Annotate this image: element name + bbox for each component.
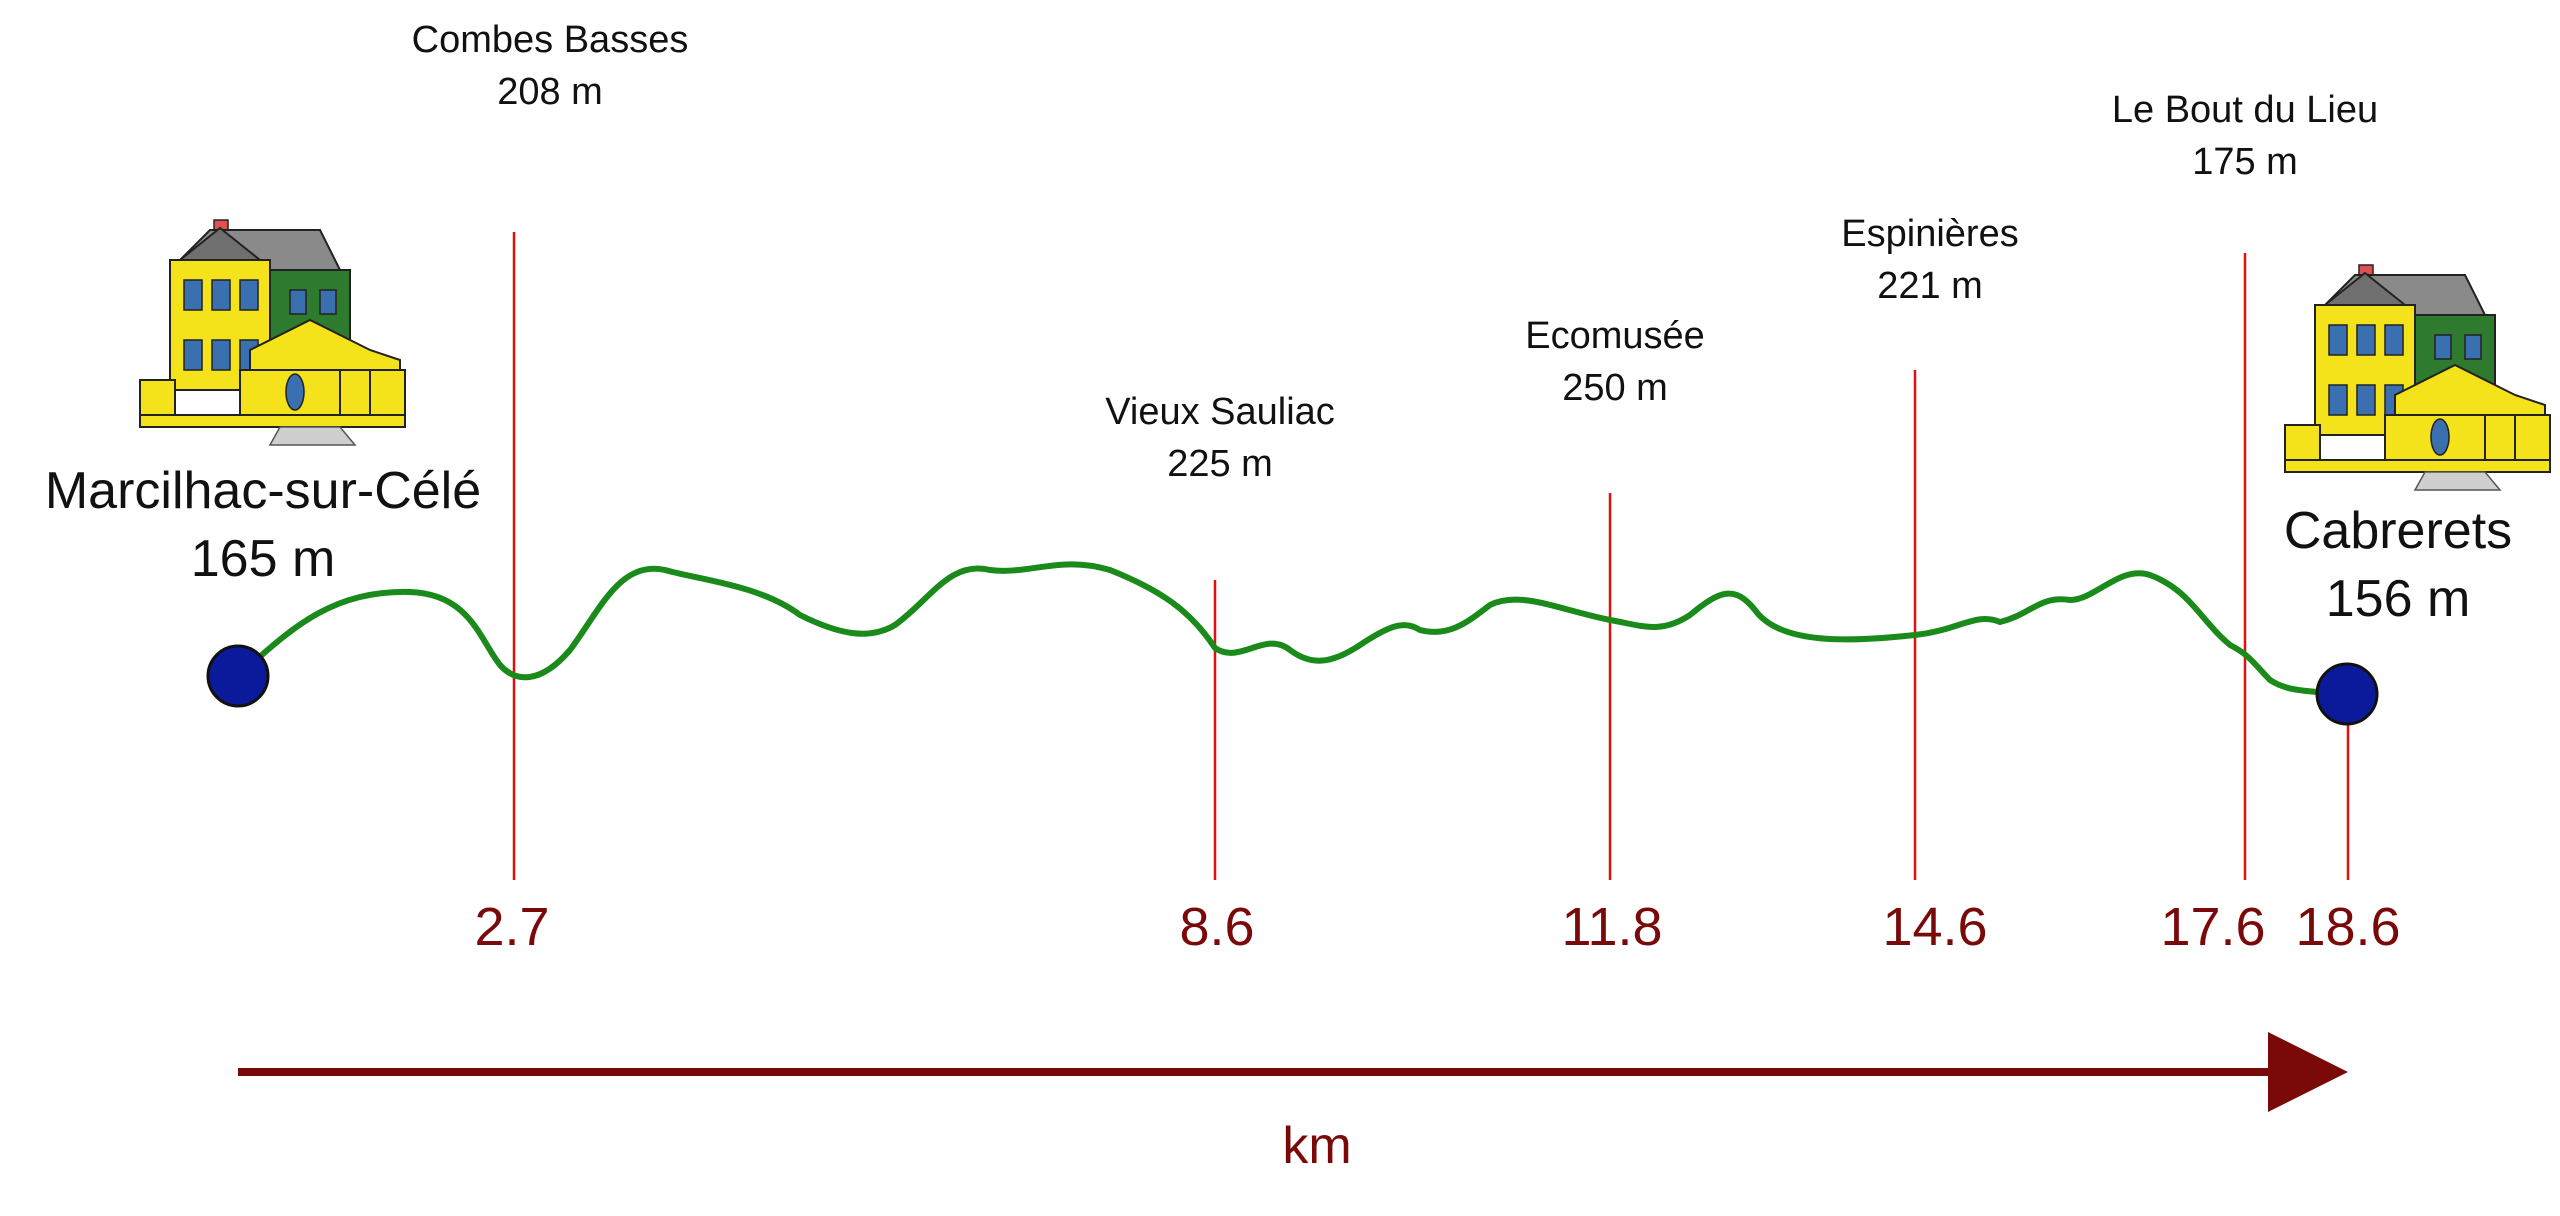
km-label: 18.6 <box>2295 897 2400 957</box>
km-label: 17.6 <box>2160 897 2265 957</box>
waypoint-name: Vieux Sauliac <box>1105 391 1335 433</box>
km-label: 2.7 <box>474 897 549 957</box>
start-town-name: Marcilhac-sur-Célé <box>45 462 481 520</box>
waypoint-altitude: 175 m <box>2192 141 2298 183</box>
waypoint-name: Espinières <box>1841 213 2018 255</box>
axis-unit-label: km <box>1282 1117 1351 1175</box>
km-label: 8.6 <box>1179 897 1254 957</box>
start-point-marker <box>206 644 270 708</box>
house-icon <box>2284 264 2551 491</box>
end-point-marker <box>2315 662 2379 726</box>
end-town-altitude: 156 m <box>2326 570 2471 628</box>
house-icon <box>139 219 406 446</box>
km-label: 14.6 <box>1882 897 1987 957</box>
waypoint-altitude: 250 m <box>1562 367 1668 409</box>
waypoint-name: Combes Basses <box>412 19 689 61</box>
end-town-name: Cabrerets <box>2284 502 2512 560</box>
waypoint-altitude: 221 m <box>1877 265 1983 307</box>
elevation-profile-line <box>235 561 2348 698</box>
km-label: 11.8 <box>1561 897 1662 957</box>
waypoint-altitude: 208 m <box>497 71 603 113</box>
start-town-altitude: 165 m <box>191 530 336 588</box>
waypoint-name: Ecomusée <box>1525 315 1705 357</box>
waypoint-name: Le Bout du Lieu <box>2112 89 2378 131</box>
waypoint-altitude: 225 m <box>1167 443 1273 485</box>
